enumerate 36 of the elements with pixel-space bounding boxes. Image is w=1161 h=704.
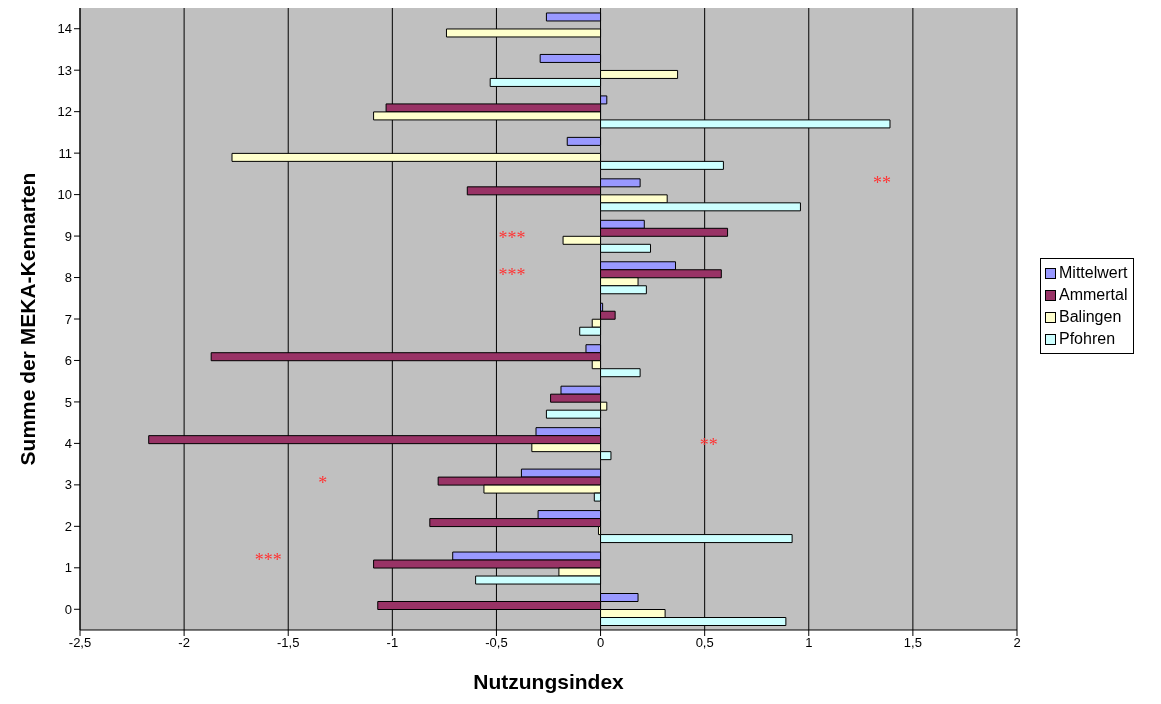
x-tick-label: 2	[1013, 635, 1021, 651]
annotation: ***	[498, 228, 526, 249]
x-tick-label: 0	[596, 635, 605, 651]
y-tick-label: 0	[64, 601, 72, 617]
y-tick-label: 9	[64, 228, 72, 244]
annotation: ***	[254, 549, 282, 570]
x-tick-label: 1	[805, 635, 813, 651]
y-tick-label: 10	[57, 187, 72, 203]
y-tick-label: 2	[64, 518, 72, 534]
y-tick-label: 3	[64, 477, 72, 493]
y-tick-label: 5	[64, 394, 72, 410]
y-tick-label: 4	[64, 436, 72, 452]
annotation: ***	[498, 264, 526, 285]
x-axis-title: Nutzungsindex	[473, 669, 625, 693]
y-tick-label: 8	[64, 270, 72, 286]
legend-label: Pfohren	[1059, 329, 1116, 349]
legend-label: Balingen	[1059, 307, 1122, 327]
legend-label: Ammertal	[1059, 285, 1128, 305]
y-tick-label: 14	[57, 21, 72, 37]
x-tick-label: -2,5	[68, 635, 92, 651]
x-tick-label: -0,5	[485, 635, 508, 651]
y-tick-label: 13	[57, 62, 72, 78]
y-tick-label: 11	[58, 145, 72, 161]
x-tick-label: -2	[178, 635, 190, 651]
x-tick-label: -1	[386, 635, 399, 651]
y-axis-title: Summe der MEKA-Kennarten	[16, 172, 40, 466]
annotation: *	[318, 473, 328, 494]
x-tick-label: 0,5	[695, 635, 714, 651]
x-tick-label: 1,5	[903, 635, 922, 651]
y-tick-label: 1	[64, 560, 72, 576]
legend-label: Mittelwert	[1059, 263, 1128, 283]
y-tick-label: 7	[64, 311, 72, 327]
x-tick-label: -1,5	[277, 635, 300, 651]
y-tick-label: 12	[57, 104, 72, 120]
annotation: **	[873, 172, 892, 193]
y-tick-label: 6	[64, 353, 72, 369]
